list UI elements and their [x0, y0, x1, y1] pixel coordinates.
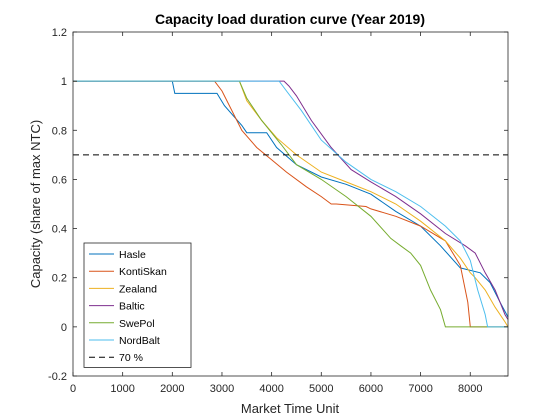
legend-label-2: Zealand — [119, 283, 157, 295]
axes-group: 0 1000 2000 3000 4000 5000 6000 7000 8000-0.200.… — [48, 27, 509, 395]
series-line-1 — [73, 80, 508, 328]
x-axis-label: Market Time Unit — [241, 401, 340, 416]
series-line-5 — [73, 80, 508, 328]
y-tick-label-6: 1 — [61, 76, 67, 88]
chart-title: Capacity load duration curve (Year 2019) — [155, 11, 425, 27]
y-tick-label-3: 0.4 — [52, 224, 67, 236]
x-tick-label-3: 3000 — [210, 383, 234, 395]
series-line-0 — [73, 80, 509, 318]
series-line-3 — [73, 80, 509, 320]
legend-label-1: KontiSkan — [119, 266, 167, 278]
y-axis-label: Capacity (share of max NTC) — [28, 120, 43, 288]
x-tick-label-7: 7000 — [408, 383, 432, 395]
series-group — [73, 80, 509, 328]
legend: Hasle KontiSkan Zealand Baltic SwePol NordBal… — [83, 242, 192, 368]
series-line-4 — [73, 80, 508, 328]
legend-label-4: SwePol — [119, 318, 155, 330]
y-tick-label-1: 0 — [61, 322, 67, 334]
x-tick-label-5: 5000 — [309, 383, 333, 395]
x-tick-label-8: 8000 — [458, 383, 482, 395]
y-tick-label-5: 0.8 — [52, 125, 67, 137]
y-tick-label-0: -0.2 — [48, 371, 67, 383]
legend-label-5: NordBalt — [119, 335, 160, 347]
x-tick-label-1: 1000 — [110, 383, 134, 395]
x-tick-label-4: 4000 — [259, 383, 283, 395]
y-tick-label-7: 1.2 — [52, 27, 67, 39]
legend-label-3: Baltic — [119, 301, 145, 313]
x-tick-label-2: 2000 — [160, 383, 184, 395]
y-tick-label-2: 0.2 — [52, 273, 67, 285]
legend-label-6: 70 % — [119, 352, 143, 364]
legend-label-0: Hasle — [119, 249, 146, 261]
y-tick-label-4: 0.6 — [52, 174, 67, 186]
x-tick-label-6: 6000 — [359, 383, 383, 395]
plot-frame — [72, 31, 509, 377]
x-tick-label-0: 0 — [70, 383, 76, 395]
